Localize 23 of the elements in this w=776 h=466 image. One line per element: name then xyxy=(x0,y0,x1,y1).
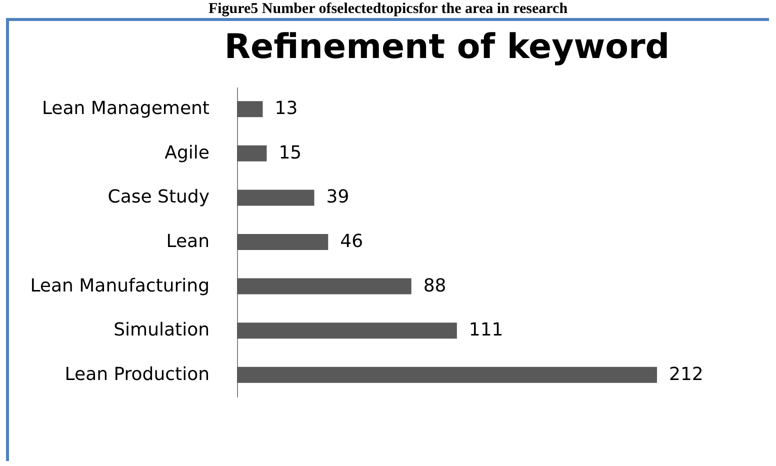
bar xyxy=(237,366,657,383)
y-tick-label: Case Study xyxy=(108,186,210,208)
y-tick-label: Lean xyxy=(166,231,210,252)
data-label: 111 xyxy=(468,320,504,341)
y-tick-label: Agile xyxy=(164,142,210,164)
bar xyxy=(237,278,412,294)
bar xyxy=(237,322,457,339)
bar xyxy=(237,190,314,206)
data-label: 39 xyxy=(326,186,350,208)
data-label: 46 xyxy=(340,231,364,252)
bar xyxy=(237,234,328,250)
data-label: 15 xyxy=(278,142,302,164)
y-tick-label: Lean Management xyxy=(42,98,210,120)
data-label: 88 xyxy=(423,275,446,296)
y-tick-label: Lean Production xyxy=(64,364,210,385)
data-label: 212 xyxy=(669,364,704,385)
caption: Figure5 Number ofselectedtopicsfor the area in research xyxy=(207,0,569,18)
chart-title: Refinement of keyword xyxy=(224,27,670,67)
data-label: 13 xyxy=(274,98,298,120)
y-tick-label: Lean Manufacturing xyxy=(30,275,210,296)
y-tick-label: Simulation xyxy=(114,320,210,341)
bar xyxy=(237,101,263,118)
bar xyxy=(237,145,267,162)
